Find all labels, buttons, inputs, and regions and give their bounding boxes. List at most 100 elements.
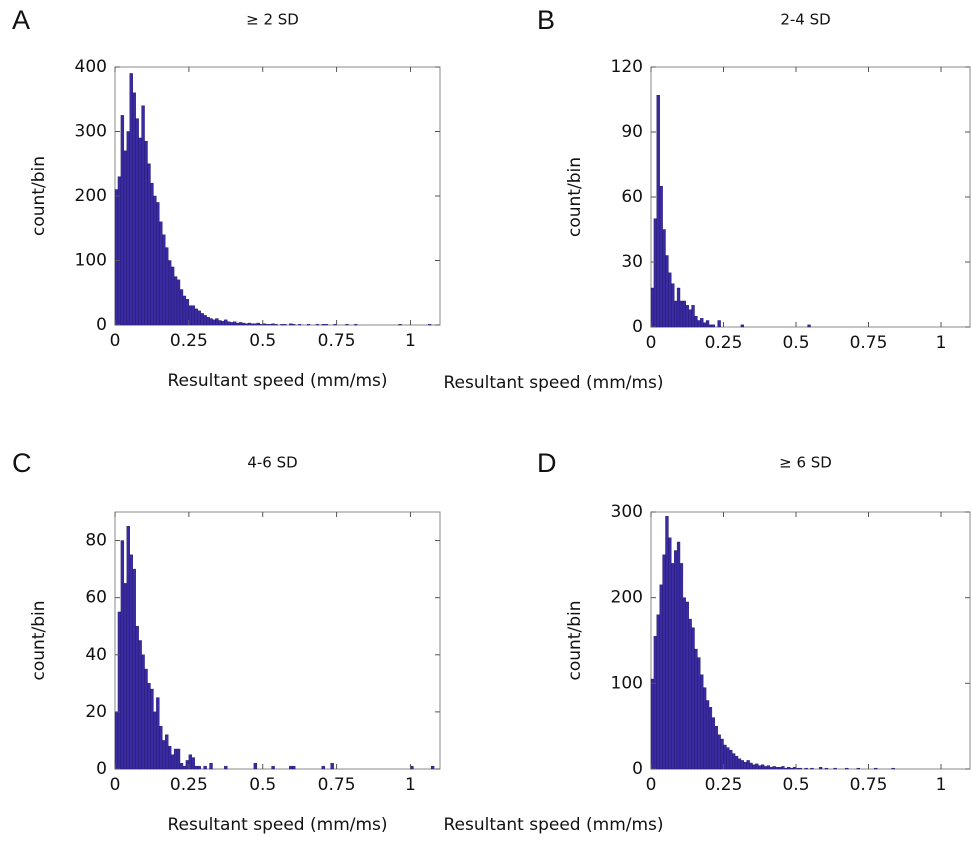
bar [162, 234, 166, 326]
bar [147, 683, 151, 770]
x-tick-label: 0 [646, 775, 657, 795]
bar [224, 765, 228, 770]
bar [694, 648, 698, 770]
x-tick-label: 0.5 [249, 775, 276, 795]
x-tick-label: 0.75 [850, 333, 888, 353]
panel-label: A [12, 5, 30, 35]
bar [650, 678, 655, 770]
bar [778, 767, 782, 770]
bar [676, 541, 681, 770]
x-tick-label: 0.5 [249, 331, 276, 351]
y-tick-label: 0 [96, 759, 107, 779]
bar [691, 305, 695, 328]
plot-area [650, 66, 971, 328]
bar [775, 767, 779, 770]
bar [732, 753, 736, 770]
x-tick-label: 1 [405, 331, 416, 351]
bar [354, 324, 358, 326]
x-axis-label: Resultant speed (mm/ms) [443, 815, 663, 835]
bar [129, 554, 133, 770]
bar [819, 767, 823, 770]
x-axis-label: Resultant speed (mm/ms) [167, 371, 387, 391]
bar [176, 279, 181, 326]
bar [297, 324, 302, 326]
bar [679, 300, 684, 328]
bar [749, 762, 753, 770]
bar [758, 765, 762, 770]
y-axis-label: count/bin [29, 156, 49, 236]
bar [194, 308, 198, 326]
bar [807, 324, 811, 328]
bar [700, 318, 704, 328]
y-tick-label: 90 [621, 122, 643, 142]
bar [761, 764, 765, 770]
y-tick-label: 300 [611, 502, 643, 522]
x-tick-label: 0.5 [782, 333, 809, 353]
bar [798, 767, 803, 770]
bar [138, 640, 142, 770]
bar [430, 765, 435, 770]
panel-label: D [537, 448, 557, 478]
bar [147, 163, 151, 326]
x-tick-label: 0.25 [170, 331, 208, 351]
bar [755, 763, 759, 770]
bar [659, 584, 663, 770]
y-tick-label: 30 [621, 252, 643, 272]
bar [280, 324, 284, 326]
y-axis-label: count/bin [565, 601, 585, 681]
bar [345, 324, 349, 326]
bar [891, 767, 895, 770]
bar [703, 322, 707, 328]
bar [265, 324, 269, 326]
bar [241, 322, 246, 326]
bar [156, 202, 160, 326]
bar [662, 554, 666, 770]
bar [117, 611, 122, 770]
bar [292, 765, 296, 770]
bar [306, 324, 311, 326]
bar [708, 707, 713, 770]
bar [227, 321, 231, 326]
bar [238, 322, 243, 326]
bar [726, 747, 730, 770]
y-tick-label: 0 [96, 315, 107, 335]
bar [182, 765, 187, 770]
bar [176, 748, 181, 770]
panel: C 4-6 SD 0 0.25 0.5 0.75 1 0 20 40 60 80 Resultant s… [12, 448, 441, 835]
x-tick-label: 1 [405, 775, 416, 795]
bar [671, 563, 675, 770]
panel: B 2-4 SD 0 0.25 0.5 0.75 1 0 30 60 90 120 Resultant … [443, 5, 971, 393]
bar [256, 322, 260, 326]
bar [123, 583, 128, 770]
bar [209, 318, 213, 326]
bar [398, 324, 402, 326]
bar [292, 324, 296, 326]
x-tick-label: 0.75 [318, 775, 356, 795]
bar [182, 295, 187, 326]
bar [274, 324, 278, 326]
bar [711, 324, 716, 328]
bar [197, 310, 201, 326]
bar [191, 305, 195, 326]
bar [659, 185, 663, 328]
bar [129, 73, 133, 326]
bar [781, 766, 785, 770]
bar [688, 309, 692, 328]
bar [674, 550, 678, 770]
y-tick-label: 0 [632, 317, 643, 337]
bar [708, 324, 713, 328]
x-axis-label: Resultant speed (mm/ms) [167, 815, 387, 835]
bar [271, 323, 275, 326]
bar [218, 320, 222, 326]
bar [215, 318, 219, 326]
y-tick-label: 80 [85, 531, 107, 551]
bar [232, 321, 237, 326]
panel-label: C [12, 448, 32, 478]
x-tick-label: 0 [110, 775, 121, 795]
bar [427, 324, 432, 326]
bar [162, 740, 166, 770]
bar [197, 765, 201, 770]
y-tick-label: 120 [611, 57, 643, 77]
y-tick-label: 400 [75, 57, 107, 77]
bar [120, 540, 125, 770]
